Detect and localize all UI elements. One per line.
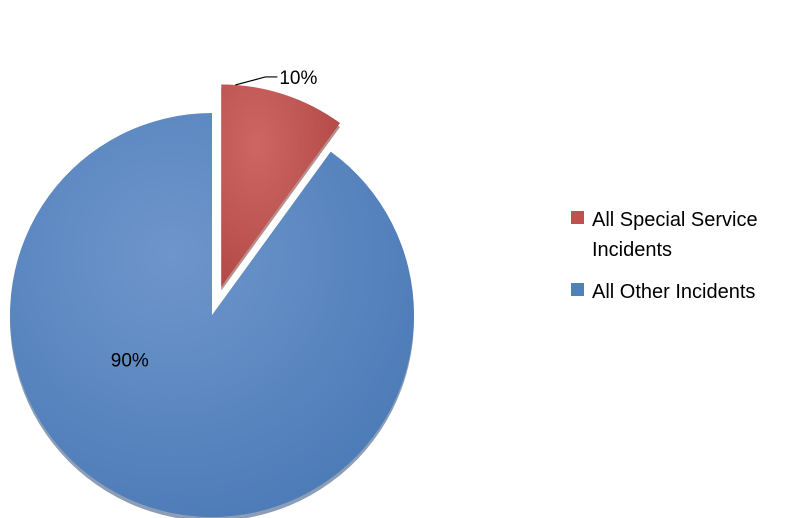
- data-label-special-service: 10%: [279, 68, 317, 89]
- data-label-other: 90%: [111, 350, 149, 371]
- legend-item-other: All Other Incidents: [571, 277, 793, 307]
- legend-item-special-service: All Special Service Incidents: [571, 205, 793, 265]
- pie-slice-special-service: [221, 84, 341, 287]
- legend-label-special-service: All Special Service Incidents: [592, 209, 758, 261]
- legend-swatch-special-service: [571, 211, 584, 224]
- leader-line-special-service: [235, 76, 278, 86]
- legend-label-other: All Other Incidents: [592, 281, 756, 303]
- legend: All Special Service Incidents All Other …: [571, 205, 793, 319]
- pie-slice-other: [9, 113, 414, 517]
- legend-swatch-other: [571, 283, 584, 296]
